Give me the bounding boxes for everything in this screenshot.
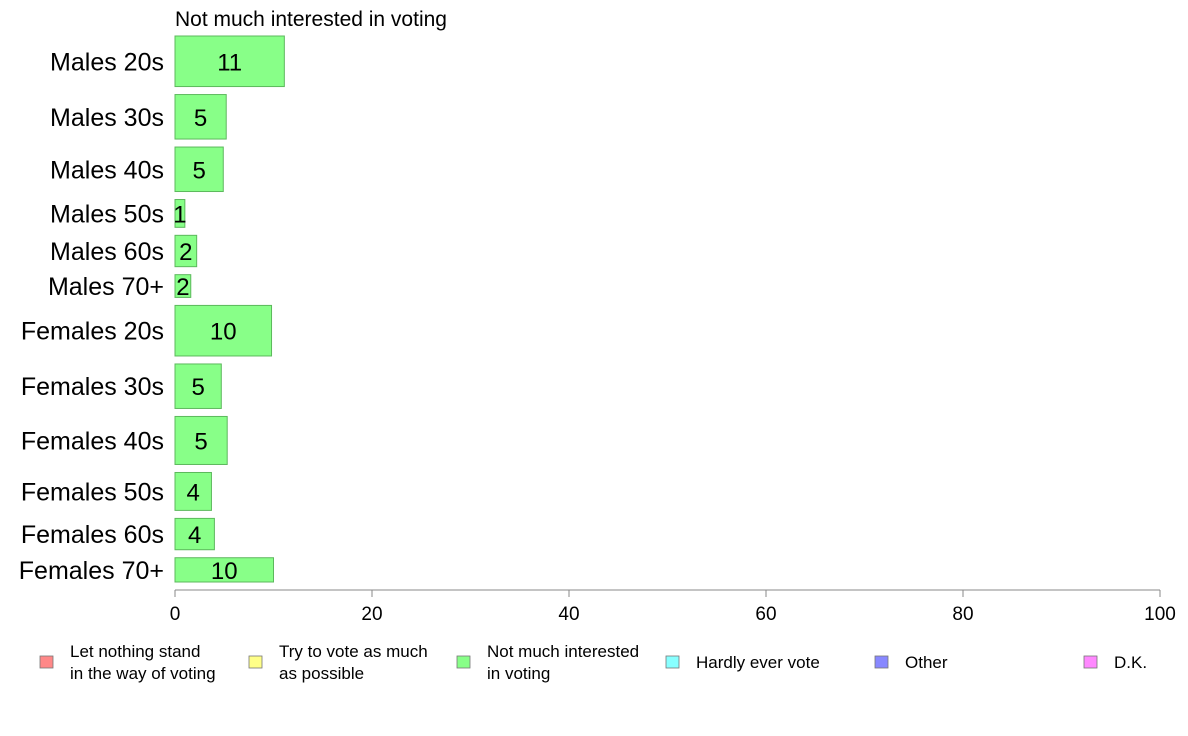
x-tick-label: 100 [1144,604,1176,625]
legend-label: in voting [487,664,550,683]
value-label: 11 [217,49,242,76]
value-label: 1 [173,201,186,228]
x-axis: 0 20 40 60 80 100 [170,589,1176,625]
x-tick-label: 60 [755,604,776,625]
category-label: Females 50s [21,478,164,506]
legend-label: Other [905,653,948,672]
legend-label: Let nothing stand [70,642,200,661]
bar [174,199,186,228]
chart-title: Not much interested in voting [175,8,447,31]
x-tick-label: 80 [952,604,973,625]
bar [174,94,227,140]
value-label: 5 [194,428,207,455]
legend-label: D.K. [1114,653,1147,672]
value-label: 5 [192,157,205,184]
legend-swatch [1083,655,1098,669]
legend-swatch [874,655,889,669]
bar [174,517,215,551]
legend-label: in the way of voting [70,664,216,683]
value-label: 4 [188,522,201,549]
category-label: Females 20s [21,318,164,346]
value-label: 10 [211,558,238,585]
bar [174,363,222,409]
legend-label: Not much interested [487,642,639,661]
bar [174,471,212,511]
category-label: Females 40s [21,427,164,455]
category-label: Females 60s [21,521,164,549]
bar [174,146,224,193]
legend-swatch [456,655,471,669]
value-label: 4 [187,479,200,506]
category-label: Males 30s [50,104,164,132]
value-label: 2 [176,274,189,301]
legend-swatch [665,655,680,669]
category-label: Females 70+ [19,557,164,585]
bar [174,415,228,465]
category-label: Males 70+ [48,273,164,301]
legend: Let nothing stand in the way of voting Try… [39,642,1147,683]
value-label: 5 [194,105,207,132]
legend-label: Hardly ever vote [696,653,820,672]
bar [174,274,192,298]
category-label: Males 40s [50,156,164,184]
legend-swatch [39,655,54,669]
bars-group [174,35,285,583]
value-label: 10 [210,319,237,346]
x-tick-label: 40 [558,604,579,625]
bar [174,35,285,88]
category-label: Males 20s [50,48,164,76]
value-label: 5 [191,374,204,401]
category-labels: Males 20s Males 30s Males 40s Males 50s Male… [19,48,164,585]
legend-label: as possible [279,664,364,683]
legend-label: Try to vote as much [279,642,428,661]
bar [174,234,198,268]
bar [174,557,274,583]
x-tick-label: 20 [361,604,382,625]
value-label: 2 [179,239,192,266]
category-label: Males 50s [50,200,164,228]
legend-swatch [248,655,263,669]
category-label: Males 60s [50,238,164,266]
category-label: Females 30s [21,373,164,401]
bar [174,304,273,357]
x-tick-label: 0 [170,604,181,625]
